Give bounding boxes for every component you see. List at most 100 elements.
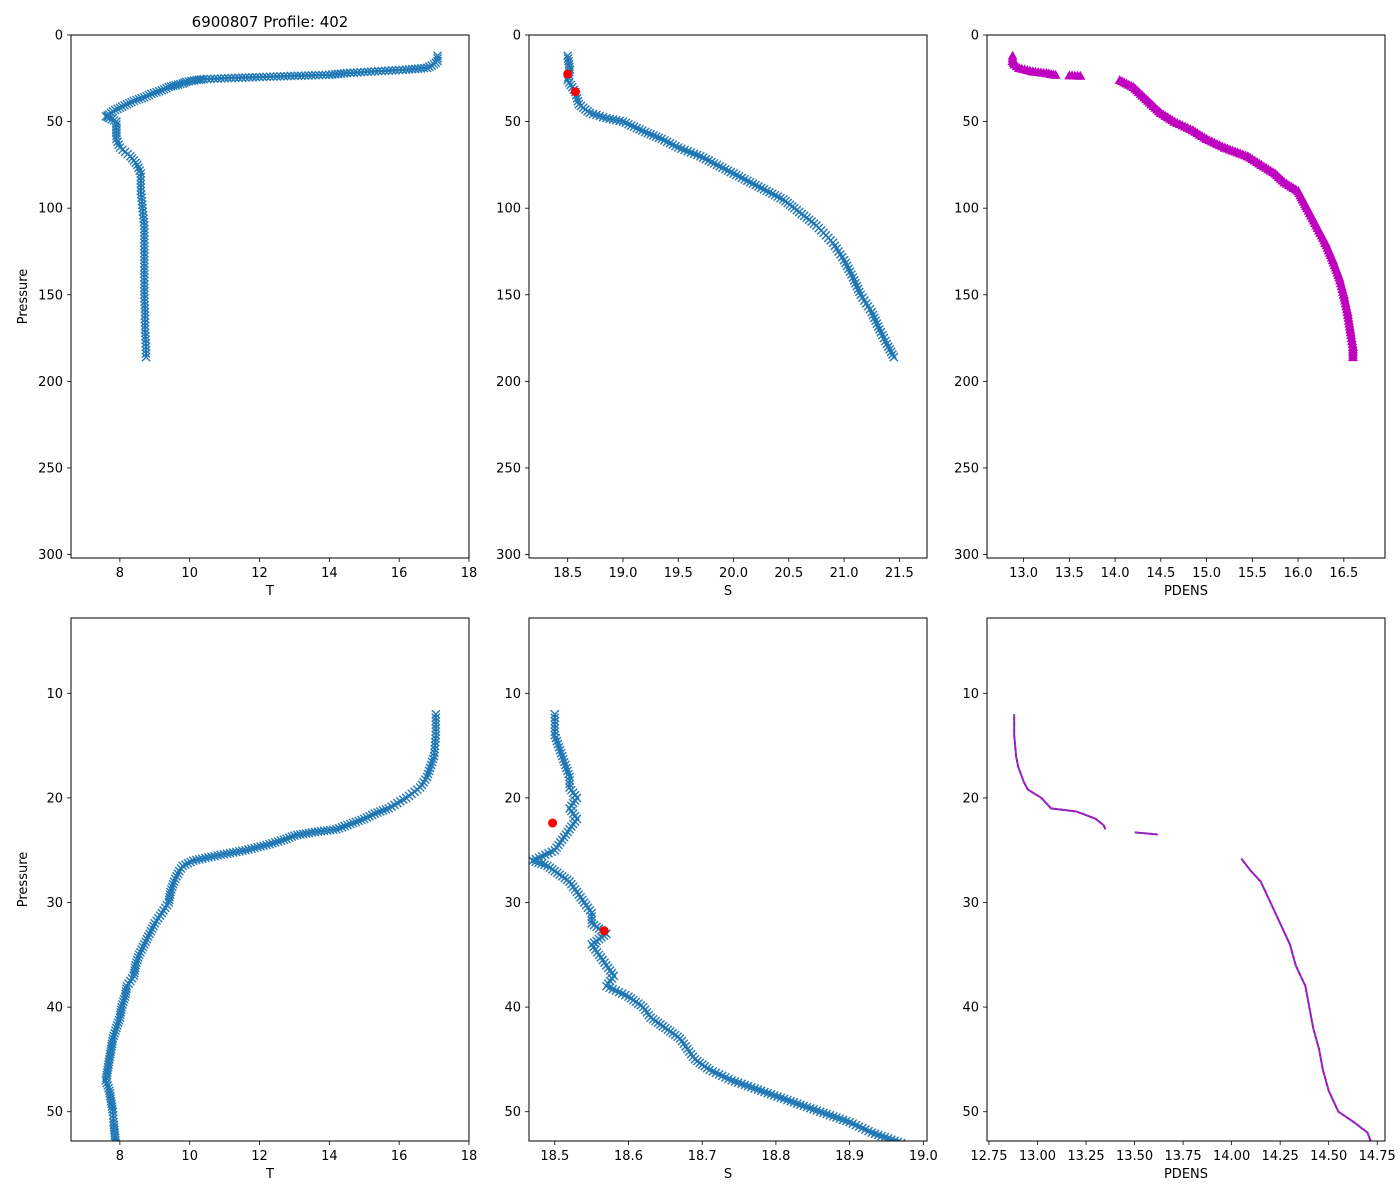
data-point	[734, 171, 744, 181]
data-point	[560, 760, 570, 770]
data-point	[565, 775, 575, 785]
data-point	[853, 284, 863, 294]
data-point	[118, 997, 128, 1007]
data-layer	[529, 709, 906, 1141]
data-point	[384, 803, 394, 813]
data-point	[157, 85, 167, 95]
data-point	[324, 70, 334, 80]
data-point	[113, 1018, 123, 1028]
data-point	[206, 74, 216, 84]
data-point	[141, 338, 151, 348]
data-point	[270, 837, 280, 847]
data-point	[141, 937, 151, 947]
data-point	[142, 934, 152, 944]
data-point	[139, 238, 149, 248]
y-tick-label: 20	[46, 791, 63, 806]
data-point	[366, 67, 376, 77]
data-point	[284, 833, 294, 843]
data-point	[565, 779, 575, 789]
data-point	[139, 293, 149, 303]
data-point	[773, 192, 783, 202]
data-point	[431, 709, 441, 719]
y-tick-label: 300	[954, 548, 979, 563]
data-point	[370, 809, 380, 819]
x-tick-label: 13.5	[1055, 566, 1084, 581]
x-axis-label: S	[724, 1167, 732, 1182]
data-point	[391, 65, 401, 75]
data-point	[136, 179, 146, 189]
data-point	[717, 163, 727, 173]
data-point	[756, 183, 766, 193]
x-tick-label: 18	[461, 566, 478, 581]
data-point	[166, 81, 176, 91]
data-point	[618, 117, 628, 127]
data-point	[629, 122, 639, 132]
data-point	[289, 71, 299, 81]
data-point	[146, 89, 156, 99]
data-point	[115, 103, 125, 113]
data-point	[167, 882, 177, 892]
data-point	[122, 99, 132, 109]
data-point	[169, 877, 179, 887]
y-tick-label: 200	[38, 375, 63, 390]
data-point	[287, 832, 297, 842]
figure-title: 6900807 Profile: 402	[192, 13, 349, 31]
data-point	[139, 221, 149, 230]
data-point	[632, 123, 642, 133]
data-point	[651, 132, 661, 142]
data-point	[286, 71, 296, 81]
data-point	[223, 73, 233, 83]
data-point	[706, 157, 716, 167]
data-point	[348, 818, 358, 828]
data-point	[114, 1015, 124, 1025]
data-point	[712, 160, 722, 170]
data-point	[114, 140, 124, 150]
x-tick-label: 13.00	[1019, 1149, 1056, 1164]
data-point	[139, 231, 149, 241]
data-point	[701, 154, 711, 164]
data-point	[241, 73, 251, 83]
data-point	[343, 820, 352, 830]
data-point	[136, 172, 146, 182]
data-point	[251, 72, 261, 82]
data-point	[164, 82, 174, 92]
flag-point	[563, 69, 573, 79]
data-point	[731, 170, 741, 180]
data-point	[303, 70, 313, 80]
data-point	[237, 73, 247, 83]
data-point	[139, 269, 149, 279]
data-point	[767, 189, 777, 199]
y-tick-label: 40	[46, 1001, 63, 1016]
y-axis-label: Pressure	[16, 852, 31, 908]
data-layer	[101, 709, 441, 1141]
data-point	[748, 179, 758, 189]
data-point	[345, 819, 355, 829]
data-point	[615, 116, 625, 126]
data-point	[373, 66, 383, 76]
data-point	[139, 259, 149, 269]
data-point	[427, 757, 437, 767]
y-tick-label: 100	[954, 202, 979, 217]
y-tick-label: 10	[504, 687, 521, 702]
data-layer	[1013, 714, 1372, 1141]
data-point	[150, 918, 160, 928]
data-point	[753, 182, 763, 192]
data-point	[867, 307, 877, 317]
y-tick-label: 250	[954, 461, 979, 476]
x-axis-label: T	[265, 584, 274, 599]
data-point	[110, 105, 120, 115]
data-point	[431, 730, 441, 740]
data-point	[550, 720, 560, 730]
data-point	[296, 71, 306, 81]
data-point	[129, 96, 139, 106]
x-tick-label: 14	[321, 1149, 338, 1164]
data-point	[886, 347, 896, 357]
data-point	[723, 166, 733, 176]
data-point	[635, 124, 645, 134]
y-tick-label: 30	[962, 896, 979, 911]
data-point	[558, 754, 568, 764]
series-line	[530, 714, 898, 1141]
data-point	[140, 300, 150, 310]
data-point	[136, 182, 146, 192]
data-point	[561, 763, 571, 773]
